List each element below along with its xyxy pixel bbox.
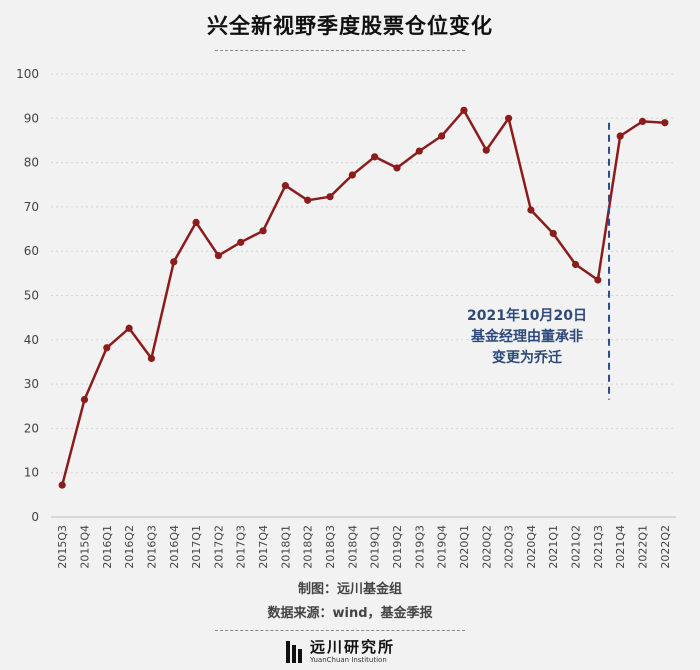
y-tick-label: 80 (24, 156, 39, 170)
data-point (527, 206, 535, 214)
x-tick-label: 2015Q3 (56, 525, 69, 569)
data-point (147, 354, 156, 363)
x-tick-label: 2016Q4 (168, 525, 181, 569)
data-point (259, 227, 267, 235)
x-tick-label: 2016Q1 (101, 525, 114, 569)
x-tick-label: 2018Q2 (302, 525, 315, 569)
y-tick-label: 100 (16, 67, 39, 81)
x-tick-label: 2021Q4 (614, 525, 627, 569)
data-point (237, 238, 245, 246)
x-tick-label: 2018Q3 (324, 525, 337, 569)
logo-subtitle: YuanChuan Institution (310, 656, 387, 664)
data-point (415, 147, 423, 155)
data-point (482, 146, 490, 154)
data-point (58, 481, 66, 489)
y-tick-label: 40 (24, 333, 39, 347)
x-tick-label: 2022Q1 (637, 525, 650, 569)
y-tick-label: 20 (24, 421, 39, 435)
annotation-text: 变更为乔迁 (492, 349, 562, 366)
y-tick-label: 30 (24, 377, 39, 391)
data-point (125, 324, 133, 332)
title-divider (215, 50, 465, 51)
series-line (60, 109, 665, 486)
x-tick-label: 2016Q3 (145, 525, 158, 569)
x-tick-label: 2021Q3 (592, 525, 605, 569)
x-tick-label: 2017Q3 (235, 525, 248, 569)
data-point (504, 114, 513, 122)
x-tick-label: 2020Q1 (458, 525, 471, 569)
data-point (549, 229, 557, 238)
x-tick-label: 2017Q4 (257, 525, 270, 569)
x-tick-label: 2017Q2 (212, 525, 225, 569)
x-tick-label: 2016Q2 (123, 525, 136, 569)
x-tick-label: 2021Q1 (547, 525, 560, 569)
y-tick-label: 10 (24, 466, 39, 480)
credit-author: 制图：远川基金组 (297, 582, 402, 597)
data-point (460, 106, 468, 114)
data-point (393, 164, 401, 172)
x-tick-label: 2020Q3 (503, 525, 516, 569)
data-point (371, 153, 379, 161)
logo: 远川研究所 YuanChuan Institution (286, 637, 395, 667)
y-tick-label: 70 (24, 200, 39, 214)
x-tick-label: 2019Q3 (413, 525, 426, 569)
data-point (80, 396, 89, 404)
data-point (638, 117, 647, 126)
y-tick-label: 60 (24, 244, 39, 258)
credit-source: 数据来源：wind，基金季报 (267, 606, 433, 621)
data-point (103, 344, 111, 352)
footer-divider (215, 630, 465, 631)
x-tick-label: 2020Q2 (480, 525, 493, 569)
annotation-text: 2021年10月20日 (467, 307, 587, 324)
y-tick-label: 0 (31, 510, 39, 524)
chart-title: 兴全新视野季度股票仓位变化 (207, 14, 493, 38)
data-point (616, 132, 624, 140)
data-point (661, 119, 669, 127)
data-point (348, 171, 356, 179)
data-point (170, 258, 178, 266)
x-tick-label: 2022Q2 (659, 525, 672, 569)
logo-name: 远川研究所 (310, 638, 396, 656)
data-point (304, 196, 312, 204)
x-tick-label: 2015Q4 (78, 525, 91, 569)
x-tick-label: 2019Q1 (369, 525, 382, 569)
x-tick-label: 2019Q2 (391, 525, 404, 569)
x-tick-label: 2020Q4 (525, 525, 538, 569)
annotation-text: 基金经理由董承非 (471, 328, 583, 345)
data-point (571, 260, 580, 269)
data-point (214, 252, 223, 260)
x-tick-label: 2018Q1 (279, 525, 292, 569)
logo-bars-icon (286, 641, 304, 663)
x-tick-label: 2021Q2 (570, 525, 583, 569)
data-point (438, 132, 446, 140)
x-tick-label: 2019Q4 (436, 525, 449, 569)
data-point (192, 218, 200, 227)
data-point (281, 182, 289, 190)
x-tick-label: 2018Q4 (346, 525, 359, 569)
x-tick-label: 2017Q1 (190, 525, 203, 569)
data-point (594, 276, 602, 284)
y-tick-label: 90 (24, 111, 39, 125)
data-point (326, 193, 334, 201)
y-tick-label: 50 (24, 289, 39, 303)
